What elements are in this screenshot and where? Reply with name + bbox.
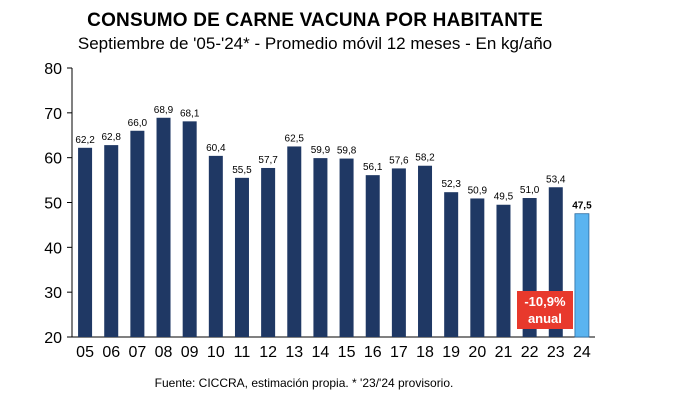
bar-24: [574, 213, 590, 338]
annual-change-badge: -10,9% anual: [516, 290, 573, 329]
bar-value-label: 52,3: [441, 179, 461, 190]
x-tick-label: 14: [312, 344, 330, 361]
bar-value-label: 53,4: [546, 174, 566, 185]
annual-change-value: -10,9%: [524, 293, 566, 309]
y-tick-label: 80: [44, 61, 62, 78]
bar-value-label: 62,8: [101, 132, 121, 143]
bar-21: [496, 204, 511, 337]
bar-value-label: 60,4: [206, 143, 226, 154]
x-tick-label: 09: [181, 344, 199, 361]
bar-value-label: 56,1: [363, 162, 383, 173]
bar-18: [418, 165, 433, 337]
x-tick-label: 23: [547, 344, 565, 361]
bar-value-label: 68,9: [154, 105, 174, 116]
x-tick-label: 06: [102, 344, 120, 361]
x-tick-label: 13: [285, 344, 303, 361]
x-tick-label: 12: [259, 344, 277, 361]
bar-value-label: 55,5: [232, 165, 252, 176]
bar-value-label: 59,8: [337, 146, 357, 157]
source-note: Fuente: CICCRA, estimación propia. * '23…: [154, 376, 454, 390]
bar-value-label: 58,2: [415, 153, 435, 164]
x-tick-label: 10: [207, 344, 225, 361]
bar-value-label: 57,6: [389, 155, 409, 166]
bar-value-label: 47,5: [572, 201, 592, 212]
bar-value-label: 51,0: [520, 185, 540, 196]
x-tick-label: 18: [416, 344, 434, 361]
bar-12: [261, 167, 276, 337]
bar-15: [339, 158, 354, 337]
x-tick-label: 24: [573, 344, 591, 361]
bar-10: [208, 155, 223, 337]
x-tick-label: 21: [495, 344, 513, 361]
bar-19: [444, 192, 459, 337]
x-tick-label: 17: [390, 344, 408, 361]
bar-14: [313, 158, 328, 337]
x-tick-label: 05: [76, 344, 94, 361]
bar-17: [391, 168, 406, 337]
chart-subtitle: Septiembre de '05-'24* - Promedio móvil …: [77, 34, 553, 53]
bar-value-label: 62,2: [75, 135, 95, 146]
y-tick-label: 70: [44, 106, 62, 123]
bar-value-label: 59,9: [311, 145, 331, 156]
bar-11: [234, 177, 249, 337]
bar-16: [365, 175, 380, 337]
y-tick-label: 60: [44, 151, 62, 168]
x-tick-label: 19: [442, 344, 460, 361]
bar-value-label: 66,0: [128, 118, 148, 129]
x-tick-label: 20: [468, 344, 486, 361]
x-tick-label: 22: [521, 344, 539, 361]
chart-title: CONSUMO DE CARNE VACUNA POR HABITANTE: [87, 10, 543, 31]
x-tick-label: 15: [338, 344, 356, 361]
bar-07: [130, 130, 145, 337]
bar-05: [78, 147, 93, 337]
x-tick-label: 11: [234, 344, 251, 361]
y-tick-label: 20: [44, 330, 62, 347]
x-tick-label: 07: [128, 344, 146, 361]
bar-08: [156, 117, 171, 337]
bar-value-label: 62,5: [285, 133, 305, 144]
x-tick-label: 16: [364, 344, 382, 361]
y-tick-label: 50: [44, 196, 62, 213]
y-tick-label: 30: [44, 285, 62, 302]
bar-20: [470, 198, 485, 337]
bar-value-label: 68,1: [180, 108, 200, 119]
annual-change-label: anual: [527, 310, 562, 326]
x-tick-label: 08: [155, 344, 173, 361]
bar-value-label: 57,7: [258, 155, 278, 166]
y-tick-label: 40: [44, 240, 62, 257]
bar-value-label: 49,5: [494, 192, 514, 203]
bar-09: [182, 121, 197, 337]
bar-value-label: 50,9: [468, 185, 488, 196]
bar-13: [287, 146, 302, 337]
bar-06: [104, 145, 119, 337]
